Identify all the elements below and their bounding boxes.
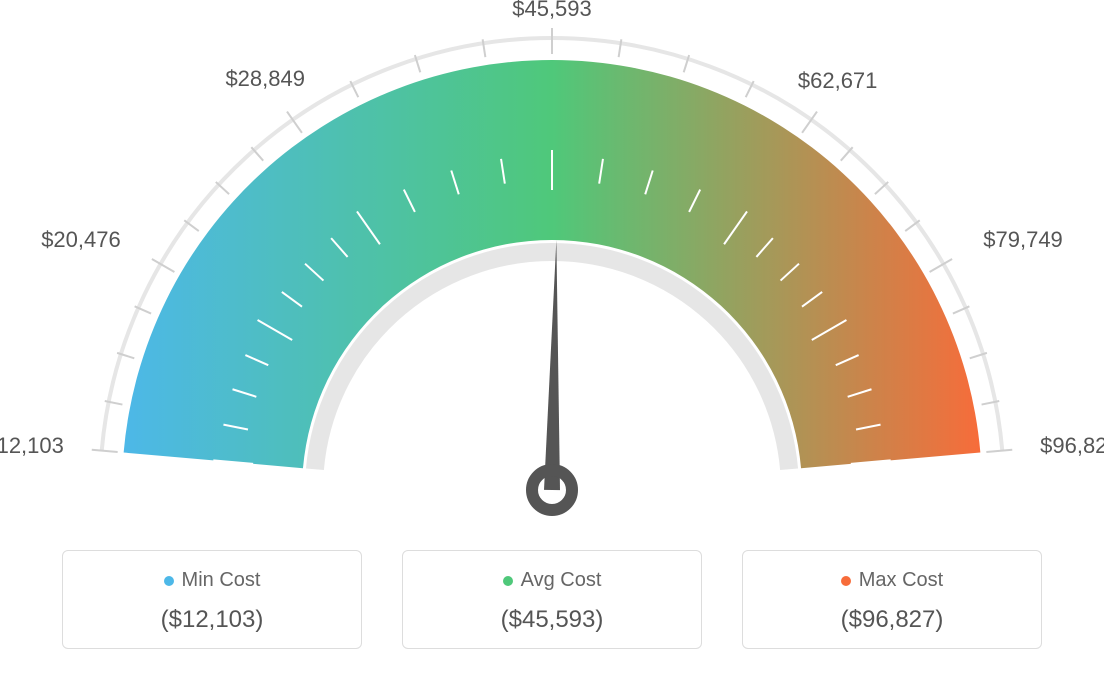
svg-text:$79,749: $79,749 (983, 227, 1063, 252)
legend-card-avg: Avg Cost ($45,593) (402, 550, 702, 649)
legend-row: Min Cost ($12,103) Avg Cost ($45,593) Ma… (0, 550, 1104, 649)
legend-title-min: Min Cost (73, 569, 351, 592)
svg-text:$20,476: $20,476 (41, 227, 121, 252)
svg-text:$28,849: $28,849 (225, 66, 305, 91)
legend-value-max: ($96,827) (753, 606, 1031, 634)
legend-label-avg: Avg Cost (521, 569, 602, 592)
gauge-svg: $12,103 $20,476 $28,849 $45,593 $62,671 $79,7… (0, 0, 1104, 540)
legend-label-min: Min Cost (182, 569, 261, 592)
legend-dot-avg (503, 576, 513, 586)
legend-title-max: Max Cost (753, 569, 1031, 592)
legend-card-max: Max Cost ($96,827) (742, 550, 1042, 649)
legend-value-min: ($12,103) (73, 606, 351, 634)
legend-dot-max (841, 576, 851, 586)
svg-text:$62,671: $62,671 (798, 68, 878, 93)
svg-text:$45,593: $45,593 (512, 0, 592, 21)
legend-value-avg: ($45,593) (413, 606, 691, 634)
svg-text:$12,103: $12,103 (0, 433, 64, 458)
legend-label-max: Max Cost (859, 569, 943, 592)
gauge-chart: $12,103 $20,476 $28,849 $45,593 $62,671 $79,7… (0, 0, 1104, 540)
legend-card-min: Min Cost ($12,103) (62, 550, 362, 649)
legend-title-avg: Avg Cost (413, 569, 691, 592)
svg-text:$96,827: $96,827 (1040, 433, 1104, 458)
legend-dot-min (164, 576, 174, 586)
